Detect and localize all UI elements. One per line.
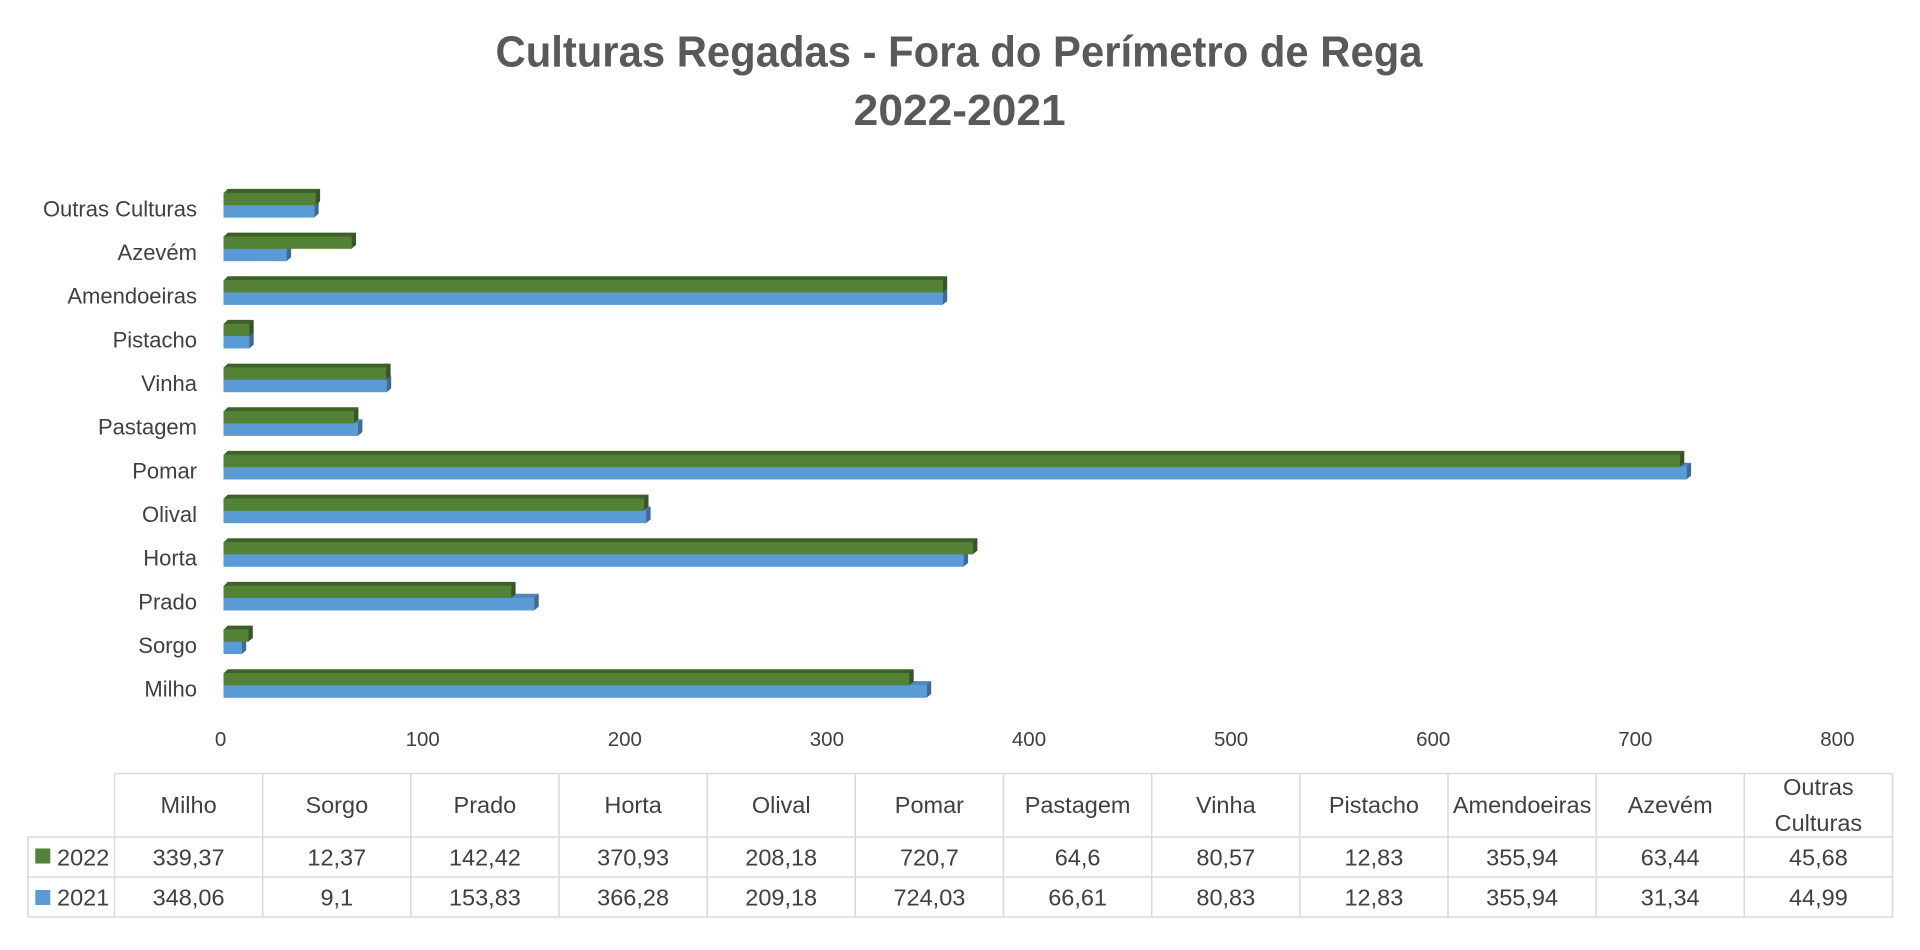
svg-text:370,93: 370,93 <box>597 845 669 871</box>
svg-text:Pastagem: Pastagem <box>98 415 197 440</box>
svg-text:66,61: 66,61 <box>1048 885 1107 911</box>
svg-text:Azevém: Azevém <box>118 240 197 265</box>
svg-text:339,37: 339,37 <box>153 845 225 871</box>
svg-text:12,83: 12,83 <box>1344 885 1403 911</box>
svg-text:Prado: Prado <box>454 792 517 818</box>
svg-text:Amendoeiras: Amendoeiras <box>1453 792 1591 818</box>
svg-text:Vinha: Vinha <box>141 371 198 396</box>
svg-text:80,57: 80,57 <box>1196 845 1255 871</box>
svg-text:Prado: Prado <box>138 589 197 614</box>
svg-text:Pistacho: Pistacho <box>113 327 197 352</box>
svg-text:31,34: 31,34 <box>1641 885 1700 911</box>
svg-text:Pomar: Pomar <box>895 792 964 818</box>
svg-text:9,1: 9,1 <box>320 885 353 911</box>
svg-text:Culturas: Culturas <box>1775 810 1863 836</box>
svg-text:45,68: 45,68 <box>1789 845 1848 871</box>
svg-text:366,28: 366,28 <box>597 885 669 911</box>
svg-text:Sorgo: Sorgo <box>138 633 197 658</box>
svg-text:64,6: 64,6 <box>1055 845 1101 871</box>
svg-text:348,06: 348,06 <box>153 885 225 911</box>
svg-text:2022: 2022 <box>57 845 109 871</box>
svg-text:Milho: Milho <box>161 792 217 818</box>
svg-text:63,44: 63,44 <box>1641 845 1700 871</box>
svg-text:12,83: 12,83 <box>1344 845 1403 871</box>
svg-text:Vinha: Vinha <box>1196 792 1257 818</box>
svg-text:720,7: 720,7 <box>900 845 959 871</box>
svg-text:724,03: 724,03 <box>893 885 965 911</box>
svg-text:Amendoeiras: Amendoeiras <box>67 284 197 309</box>
svg-text:Culturas Regadas - Fora do Per: Culturas Regadas - Fora do Perímetro de … <box>496 27 1424 76</box>
svg-text:Pastagem: Pastagem <box>1025 792 1131 818</box>
svg-text:208,18: 208,18 <box>745 845 817 871</box>
svg-text:142,42: 142,42 <box>449 845 521 871</box>
svg-text:Pistacho: Pistacho <box>1329 792 1419 818</box>
svg-text:400: 400 <box>1012 728 1046 751</box>
svg-text:Azevém: Azevém <box>1628 792 1713 818</box>
svg-text:209,18: 209,18 <box>745 885 817 911</box>
svg-text:Horta: Horta <box>143 546 198 571</box>
svg-text:Olival: Olival <box>142 502 197 527</box>
svg-text:2022-2021: 2022-2021 <box>854 86 1066 135</box>
svg-text:100: 100 <box>406 728 440 751</box>
svg-text:Outras: Outras <box>1783 774 1854 800</box>
svg-text:800: 800 <box>1820 728 1854 751</box>
svg-text:Pomar: Pomar <box>132 458 197 483</box>
svg-text:Olival: Olival <box>752 792 811 818</box>
svg-text:355,94: 355,94 <box>1486 845 1558 871</box>
svg-text:153,83: 153,83 <box>449 885 521 911</box>
svg-text:700: 700 <box>1618 728 1652 751</box>
svg-text:Sorgo: Sorgo <box>305 792 368 818</box>
svg-text:2021: 2021 <box>57 885 109 911</box>
svg-text:200: 200 <box>608 728 642 751</box>
svg-text:300: 300 <box>810 728 844 751</box>
svg-text:0: 0 <box>215 728 226 751</box>
svg-text:Horta: Horta <box>604 792 662 818</box>
svg-text:Milho: Milho <box>144 677 197 702</box>
svg-text:44,99: 44,99 <box>1789 885 1848 911</box>
svg-text:600: 600 <box>1416 728 1450 751</box>
svg-text:Outras Culturas: Outras Culturas <box>43 196 197 221</box>
svg-text:355,94: 355,94 <box>1486 885 1558 911</box>
svg-text:500: 500 <box>1214 728 1248 751</box>
svg-text:12,37: 12,37 <box>307 845 366 871</box>
svg-text:80,83: 80,83 <box>1196 885 1255 911</box>
